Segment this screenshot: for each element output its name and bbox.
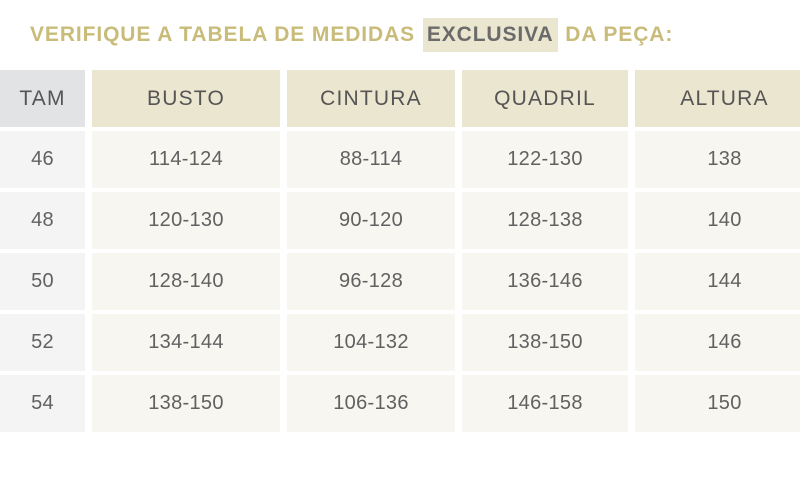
cell-cintura: 104-132 xyxy=(287,314,455,371)
page-title-highlight: EXCLUSIVA xyxy=(422,18,558,52)
cell-tam: 52 xyxy=(0,314,85,371)
cell-quadril: 136-146 xyxy=(462,253,628,310)
cell-cintura: 106-136 xyxy=(287,375,455,432)
cell-busto: 128-140 xyxy=(92,253,280,310)
cell-tam: 54 xyxy=(0,375,85,432)
cell-altura: 138 xyxy=(635,131,800,188)
table-row: 54 138-150 106-136 146-158 150 xyxy=(0,375,800,432)
cell-cintura: 90-120 xyxy=(287,192,455,249)
column-header-quadril: QUADRIL xyxy=(462,70,628,127)
cell-tam: 46 xyxy=(0,131,85,188)
table-row: 52 134-144 104-132 138-150 146 xyxy=(0,314,800,371)
cell-busto: 120-130 xyxy=(92,192,280,249)
cell-busto: 134-144 xyxy=(92,314,280,371)
cell-busto: 114-124 xyxy=(92,131,280,188)
cell-cintura: 96-128 xyxy=(287,253,455,310)
cell-quadril: 138-150 xyxy=(462,314,628,371)
table-header-row: TAM BUSTO CINTURA QUADRIL ALTURA xyxy=(0,70,800,127)
cell-quadril: 122-130 xyxy=(462,131,628,188)
cell-altura: 144 xyxy=(635,253,800,310)
cell-cintura: 88-114 xyxy=(287,131,455,188)
page-title-after: DA PEÇA: xyxy=(565,23,674,46)
page-title-before: VERIFIQUE A TABELA DE MEDIDAS xyxy=(30,23,416,46)
cell-tam: 48 xyxy=(0,192,85,249)
cell-busto: 138-150 xyxy=(92,375,280,432)
cell-tam: 50 xyxy=(0,253,85,310)
cell-altura: 140 xyxy=(635,192,800,249)
page-title: VERIFIQUE A TABELA DE MEDIDAS EXCLUSIVA … xyxy=(30,18,674,52)
column-header-tam: TAM xyxy=(0,70,85,127)
column-header-busto: BUSTO xyxy=(92,70,280,127)
cell-quadril: 128-138 xyxy=(462,192,628,249)
column-header-altura: ALTURA xyxy=(635,70,800,127)
measurements-table: TAM BUSTO CINTURA QUADRIL ALTURA 46 114-… xyxy=(0,70,800,436)
table-row: 48 120-130 90-120 128-138 140 xyxy=(0,192,800,249)
cell-quadril: 146-158 xyxy=(462,375,628,432)
cell-altura: 150 xyxy=(635,375,800,432)
cell-altura: 146 xyxy=(635,314,800,371)
table-row: 46 114-124 88-114 122-130 138 xyxy=(0,131,800,188)
table-row: 50 128-140 96-128 136-146 144 xyxy=(0,253,800,310)
column-header-cintura: CINTURA xyxy=(287,70,455,127)
